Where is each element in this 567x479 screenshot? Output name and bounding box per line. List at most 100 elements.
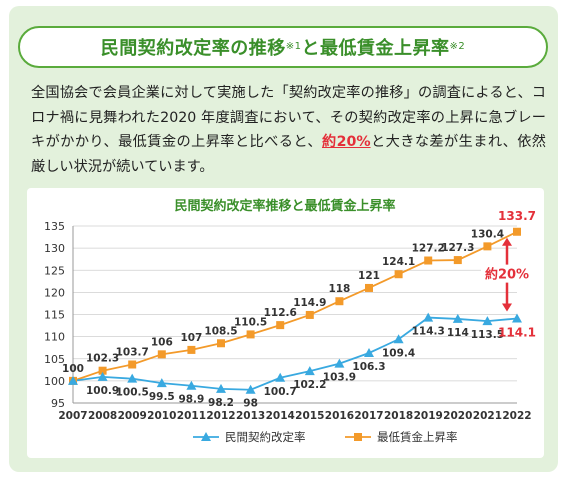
point-contract-rate (512, 313, 522, 323)
title-part-b: と最低賃金上昇率 (301, 38, 450, 59)
point-contract-rate (216, 383, 226, 393)
x-tick-label: 2008 (88, 410, 117, 422)
data-label-minimum-wage: 130.4 (471, 228, 504, 240)
point-contract-rate (304, 366, 315, 376)
point-minimum-wage (187, 345, 196, 354)
description-text-1: 全国協会で会員企業に対して実施した「契約改定率の推移」の調査によると、コロナ禍に… (31, 85, 546, 150)
data-label-contract-rate: 113.5 (471, 329, 504, 341)
x-tick-label: 2014 (266, 410, 295, 422)
data-label-contract-rate: 98.2 (208, 397, 234, 409)
title-part-a: 民間契約改定率の推移 (100, 38, 286, 59)
data-label-minimum-wage: 112.6 (264, 307, 297, 319)
data-label-minimum-wage: 110.5 (234, 316, 267, 328)
chart-container: 民間契約改定率推移と最低賃金上昇率 95 100 105 110 115 120 125 130… (27, 188, 544, 458)
gap-annotation-label: 約20% (485, 267, 529, 283)
x-tick-label: 2010 (147, 410, 176, 422)
series-line-minimum-wage (72, 230, 518, 382)
point-minimum-wage (483, 242, 492, 251)
point-contract-rate (186, 380, 197, 390)
legend-label-contract-rate: 民間契約改定率 (225, 430, 306, 444)
chart-title: 民間契約改定率推移と最低賃金上昇率 (174, 198, 395, 214)
legend-marker-minimum-wage (354, 433, 362, 441)
y-tick-label: 125 (44, 264, 65, 277)
point-contract-rate (482, 316, 493, 326)
point-contract-rate (275, 372, 286, 382)
data-label-minimum-wage: 114.9 (293, 297, 326, 309)
data-label-contract-rate: 102.2 (293, 379, 326, 391)
point-minimum-wage (128, 360, 137, 369)
x-tick-label: 2017 (354, 410, 383, 422)
data-label-contract-rate: 100.5 (116, 387, 149, 399)
x-tick-label: 2021 (473, 410, 502, 422)
x-tick-label: 2016 (325, 410, 354, 422)
point-contract-rate (423, 312, 434, 322)
data-label-contract-rate: 100.9 (86, 385, 119, 397)
y-tick-label: 115 (44, 309, 65, 322)
data-label-contract-rate: 109.4 (382, 347, 415, 359)
x-tick-label: 2013 (236, 410, 265, 422)
description-text-2: と大きな差が生まれ、依然厳しい状況が続いています。 (31, 134, 546, 175)
data-label-minimum-wage: 124.1 (382, 256, 415, 268)
data-label-minimum-wage: 118 (328, 283, 350, 295)
description-paragraph: 全国協会で会員企業に対して実施した「契約改定率の推移」の調査によると、コロナ禍に… (31, 81, 546, 179)
y-tick-label: 110 (44, 331, 65, 344)
point-minimum-wage (335, 297, 344, 306)
x-tick-label: 2018 (384, 410, 413, 422)
data-label-contract-rate: 100.7 (264, 386, 297, 398)
point-contract-rate (156, 378, 167, 388)
point-contract-rate (393, 334, 404, 344)
point-contract-rate (245, 384, 256, 394)
point-minimum-wage (513, 227, 521, 236)
point-contract-rate (97, 371, 108, 381)
data-label-contract-rate: 114 (447, 327, 469, 339)
point-minimum-wage (217, 339, 225, 348)
data-label-minimum-wage: 103.7 (116, 347, 149, 359)
point-contract-rate (364, 347, 374, 357)
x-tick-label: 2020 (443, 410, 472, 422)
data-label-minimum-wage: 106 (151, 336, 173, 348)
point-contract-rate (452, 313, 463, 323)
data-label-contract-rate: 114.1 (498, 325, 536, 339)
data-label-contract-rate: 98.9 (178, 394, 204, 406)
data-label-contract-rate: 98 (243, 398, 258, 410)
x-tick-label: 2019 (414, 410, 443, 422)
legend-marker-contract-rate (201, 432, 211, 441)
x-tick-label: 2007 (58, 410, 87, 422)
point-minimum-wage (453, 256, 462, 265)
gap-arrow-head-down (502, 303, 512, 312)
point-contract-rate (127, 373, 138, 383)
data-label-minimum-wage: 102.3 (86, 353, 119, 365)
point-minimum-wage (98, 366, 107, 375)
x-tick-label: 2009 (118, 410, 147, 422)
line-chart: 民間契約改定率推移と最低賃金上昇率95100105110115120125130… (44, 198, 536, 444)
section-title: 民間契約改定率の推移 ※1 と最低賃金上昇率 ※2 (18, 26, 548, 68)
y-tick-label: 95 (51, 397, 65, 410)
point-contract-rate (334, 358, 345, 368)
gap-arrow-head-up (502, 237, 512, 246)
x-tick-label: 2015 (295, 410, 324, 422)
data-label-minimum-wage: 107 (180, 332, 202, 344)
data-label-minimum-wage: 127.3 (441, 242, 474, 254)
point-minimum-wage (365, 283, 373, 292)
y-tick-label: 105 (44, 353, 65, 366)
y-tick-label: 100 (44, 375, 65, 388)
highlight-percent: 約20% (322, 134, 371, 150)
y-tick-label: 135 (44, 220, 65, 233)
data-label-contract-rate: 114.3 (412, 326, 445, 338)
point-minimum-wage (157, 350, 166, 359)
series-line-contract-rate (72, 316, 518, 391)
point-minimum-wage (424, 256, 433, 265)
point-minimum-wage (305, 310, 314, 319)
x-tick-label: 2022 (502, 410, 531, 422)
data-label-minimum-wage: 127.2 (412, 243, 445, 255)
data-label-minimum-wage: 100 (62, 363, 84, 375)
data-label-contract-rate: 106.3 (352, 361, 385, 373)
point-minimum-wage (276, 321, 285, 330)
y-tick-label: 130 (44, 242, 65, 255)
data-label-contract-rate: 99.5 (149, 391, 175, 403)
data-label-minimum-wage: 133.7 (498, 209, 536, 223)
point-contract-rate (68, 375, 78, 385)
data-label-contract-rate: 103.9 (323, 372, 356, 384)
x-tick-label: 2011 (177, 410, 206, 422)
y-tick-label: 120 (44, 286, 65, 299)
